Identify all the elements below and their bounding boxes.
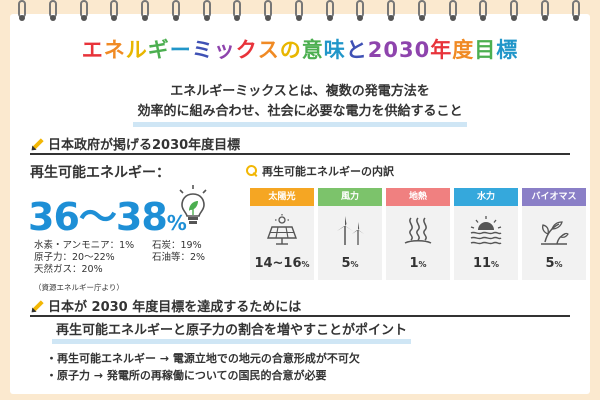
pencil-icon xyxy=(30,299,44,313)
renewable-value: 36～38 xyxy=(28,195,168,239)
section1-divider xyxy=(30,153,570,155)
ring-icon xyxy=(202,0,213,24)
wind-turbine-icon xyxy=(337,216,364,245)
tile-hydro-value: 11 xyxy=(472,256,492,271)
title-segment: ー xyxy=(169,38,192,62)
tile-geothermal-unit: % xyxy=(418,260,427,269)
ring-icon xyxy=(48,0,59,24)
intro-line-1: エネルギーミックスとは、複数の発電方法を xyxy=(170,84,430,99)
title-segment: 意 xyxy=(301,38,324,62)
energy-mix-left: 水素・アンモニア：1% 原子力：20～22% 天然ガス：20% xyxy=(34,240,134,276)
tile-wind-label: 風力 xyxy=(318,188,382,206)
tile-solar-value: 14~16 xyxy=(254,256,302,271)
title-segment: の xyxy=(279,38,302,62)
bullet-nuclear: ・原子力 → 発電所の再稼働についての国民的合意が必要 xyxy=(46,369,327,382)
magnifier-icon xyxy=(246,165,258,177)
title-segment: 標 xyxy=(496,38,519,62)
pencil-icon xyxy=(30,137,44,151)
tile-biomass: バイオマス 5% xyxy=(522,188,586,280)
ring-icon xyxy=(325,0,336,24)
tile-hydro-unit: % xyxy=(491,260,500,269)
section1-heading-text: 日本政府が掲げる2030年度目標 xyxy=(48,138,241,153)
tile-wind: 風力 5% xyxy=(318,188,382,280)
title-segment: ル xyxy=(125,38,148,62)
ring-icon xyxy=(541,0,551,24)
title-segment: ミ xyxy=(191,38,214,62)
ring-icon xyxy=(479,0,489,24)
title-segment: ッ xyxy=(213,38,236,62)
title-segment: ネ xyxy=(103,38,126,62)
section1-heading: 日本政府が掲げる2030年度目標 xyxy=(30,134,240,153)
ring-icon xyxy=(387,0,397,24)
ring-icon xyxy=(18,0,28,24)
tile-hydro: 水力 11% xyxy=(454,188,518,280)
mix-nuclear: 原子力：20～22% xyxy=(34,252,115,263)
breakdown-tiles: 太陽光 14~16% 風力 xyxy=(250,188,586,280)
renewable-unit: % xyxy=(166,211,187,235)
geothermal-icon xyxy=(404,217,432,244)
tile-wind-unit: % xyxy=(350,260,359,269)
tile-hydro-label: 水力 xyxy=(454,188,518,206)
tile-biomass-value: 5 xyxy=(545,256,555,271)
ring-icon xyxy=(294,0,305,24)
source-note: （資源エネルギー庁より） xyxy=(34,283,124,292)
intro-line-2: 効率的に組み合わせ、社会に必要な電力を供給すること xyxy=(133,102,467,127)
section2-subheading: 再生可能エネルギーと原子力の割合を増やすことがポイント xyxy=(52,323,412,344)
bullet-renewable: ・再生可能エネルギー → 電源立地での地元の合意形成が不可欠 xyxy=(46,352,360,365)
mix-coal: 石炭：19% xyxy=(152,240,202,251)
solar-panel-icon xyxy=(267,214,297,245)
tile-biomass-unit: % xyxy=(554,260,563,269)
tile-biomass-label: バイオマス xyxy=(522,188,586,206)
tile-wind-value: 5 xyxy=(341,256,351,271)
notebook-rings xyxy=(18,0,582,28)
title-segment: と xyxy=(345,38,368,62)
hydro-icon xyxy=(470,216,502,245)
ring-icon xyxy=(571,0,582,24)
ring-icon xyxy=(417,0,428,24)
section2-bullets: ・再生可能エネルギー → 電源立地での地元の合意形成が不可欠 ・原子力 → 発電… xyxy=(46,350,360,384)
intro-text: エネルギーミックスとは、複数の発電方法を 効率的に組み合わせ、社会に必要な電力を… xyxy=(0,82,600,127)
title-segment: ス xyxy=(257,38,280,62)
title-segment: 目 xyxy=(474,38,497,62)
biomass-icon xyxy=(541,221,569,245)
ring-icon xyxy=(356,0,366,24)
ring-icon xyxy=(171,0,182,24)
mix-hydrogen: 水素・アンモニア：1% xyxy=(34,240,135,251)
renewable-target: 36～38% xyxy=(28,186,187,241)
renewable-label: 再生可能エネルギー： xyxy=(30,165,170,181)
tile-geothermal-label: 地熱 xyxy=(386,188,450,206)
ring-icon xyxy=(264,0,274,24)
title-segment: ク xyxy=(235,38,258,62)
tile-geothermal: 地熱 1% xyxy=(386,188,450,280)
section2-divider xyxy=(30,315,570,317)
ring-icon xyxy=(233,0,243,24)
mix-natural-gas: 天然ガス：20% xyxy=(34,264,103,275)
tile-solar: 太陽光 14~16% xyxy=(250,188,314,280)
ring-icon xyxy=(510,0,520,24)
title-segment: 味 xyxy=(323,38,346,62)
ring-icon xyxy=(110,0,120,24)
breakdown-title: 再生可能エネルギーの内訳 xyxy=(246,163,394,179)
title-segment: 2030 xyxy=(367,38,431,62)
title-segment: 年 xyxy=(430,38,453,62)
title-segment: エ xyxy=(81,38,104,62)
energy-mix-right: 石炭：19% 石油等：2% xyxy=(152,240,205,264)
mix-oil: 石油等：2% xyxy=(152,252,206,263)
section2-heading-text: 日本が 2030 年度目標を達成するためには xyxy=(48,300,302,315)
section2-heading: 日本が 2030 年度目標を達成するためには xyxy=(30,296,301,315)
title-segment: ギ xyxy=(147,38,170,62)
ring-icon xyxy=(448,0,459,24)
tile-solar-unit: % xyxy=(301,260,310,269)
breakdown-title-text: 再生可能エネルギーの内訳 xyxy=(262,165,394,178)
eco-bulb-icon xyxy=(179,185,207,224)
ring-icon xyxy=(79,0,90,24)
tile-solar-label: 太陽光 xyxy=(250,188,314,206)
title-segment: 度 xyxy=(452,38,475,62)
page-title: エネルギーミックスの意味と2030年度目標 xyxy=(0,34,600,64)
ring-icon xyxy=(141,0,151,24)
tile-geothermal-value: 1 xyxy=(409,256,419,271)
